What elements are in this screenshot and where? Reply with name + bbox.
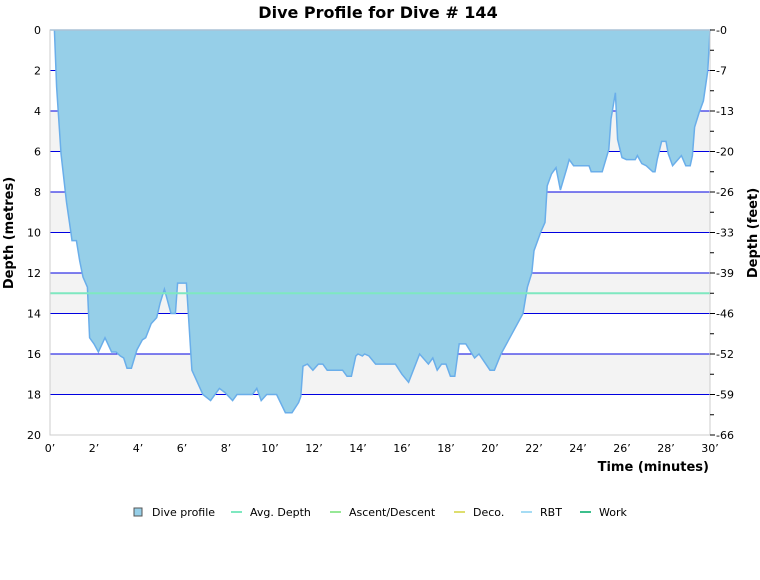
x-tick-label: 6’ xyxy=(177,442,188,455)
x-tick-label: 12’ xyxy=(305,442,323,455)
y-tick-label: 16 xyxy=(27,348,41,361)
legend-item-label: Ascent/Descent xyxy=(349,506,436,519)
y-tick-label: 20 xyxy=(27,429,41,442)
x-tick-label: 20’ xyxy=(481,442,499,455)
y-right-tick-label: -20 xyxy=(716,146,734,159)
x-tick-label: 16’ xyxy=(393,442,411,455)
legend-item-label: Dive profile xyxy=(152,506,215,519)
y-tick-label: 2 xyxy=(34,65,41,78)
y-right-tick-label: -26 xyxy=(716,186,734,199)
y-right-tick-label: -7 xyxy=(716,65,727,78)
x-tick-label: 30’ xyxy=(701,442,719,455)
y-right-tick-label: -0 xyxy=(716,24,727,37)
y-right-tick-label: -39 xyxy=(716,267,734,280)
y-right-tick-label: -66 xyxy=(716,429,734,442)
x-axis-label: Time (minutes) xyxy=(598,460,709,475)
legend-swatch-0 xyxy=(133,507,143,517)
legend-item-label: Work xyxy=(599,506,627,519)
x-tick-label: 2’ xyxy=(89,442,100,455)
x-tick-label: 4’ xyxy=(133,442,144,455)
x-tick-label: 10’ xyxy=(261,442,279,455)
dive-profile-area xyxy=(50,29,711,414)
x-tick-label: 26’ xyxy=(613,442,631,455)
y-right-tick-label: -59 xyxy=(716,389,734,402)
x-tick-label: 24’ xyxy=(569,442,587,455)
y-right-tick-label: -13 xyxy=(716,105,734,118)
x-tick-label: 14’ xyxy=(349,442,367,455)
y-tick-label: 4 xyxy=(34,105,41,118)
y-tick-label: 10 xyxy=(27,227,41,240)
legend-item-label: Deco. xyxy=(473,506,504,519)
chart-title: Dive Profile for Dive # 144 xyxy=(258,3,497,22)
y-tick-label: 14 xyxy=(27,308,41,321)
y-right-tick-label: -52 xyxy=(716,348,734,361)
x-tick-label: 28’ xyxy=(657,442,675,455)
y-tick-label: 0 xyxy=(34,24,41,37)
y-tick-label: 8 xyxy=(34,186,41,199)
x-tick-label: 18’ xyxy=(437,442,455,455)
y-axis-label: Depth (metres) xyxy=(2,177,17,289)
x-tick-label: 22’ xyxy=(525,442,543,455)
x-tick-label: 0’ xyxy=(45,442,56,455)
y-axis-right-label: Depth (feet) xyxy=(746,188,760,278)
y-right-tick-label: -33 xyxy=(716,227,734,240)
legend-item-label: Avg. Depth xyxy=(250,506,311,519)
y-tick-label: 12 xyxy=(27,267,41,280)
legend-item-label: RBT xyxy=(540,506,562,519)
y-tick-label: 18 xyxy=(27,389,41,402)
y-right-tick-label: -46 xyxy=(716,308,734,321)
x-tick-label: 8’ xyxy=(221,442,232,455)
legend: Dive profile Avg. Depth Ascent/Descent Deco… xyxy=(133,506,627,519)
y-tick-label: 6 xyxy=(34,146,41,159)
